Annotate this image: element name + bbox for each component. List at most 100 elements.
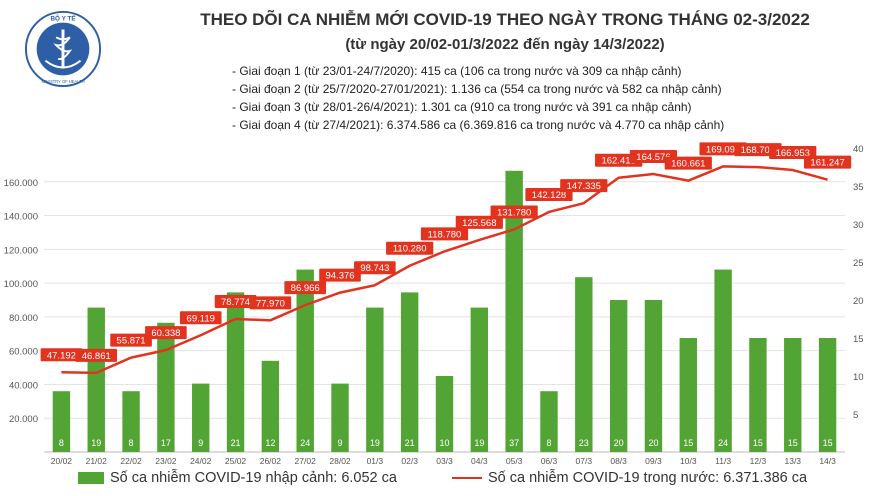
x-axis-tick-label: 28/02: [329, 456, 351, 466]
x-axis-tick-label: 25/02: [225, 456, 247, 466]
bar-imported-cases: [540, 391, 558, 452]
left-axis-tick-label: 140.000: [4, 212, 38, 223]
bar-value-label: 15: [683, 438, 693, 448]
left-axis-tick-label: 120.000: [4, 245, 38, 256]
line-value-label-box: [40, 348, 83, 362]
x-axis-tick-label: 09/3: [645, 456, 662, 466]
bar-imported-cases: [644, 300, 663, 452]
line-value-label-box: [75, 348, 118, 362]
line-value-label: 168.704: [741, 145, 775, 156]
line-value-label: 160.661: [671, 159, 705, 170]
line-value-label: 147.335: [567, 181, 601, 192]
line-value-label-box: [214, 294, 257, 308]
line-value-label: 110.280: [393, 244, 427, 255]
bar-value-label: 15: [823, 438, 833, 448]
bar-imported-cases: [435, 376, 454, 452]
legend-item-imported: Số ca nhiễm COVID-19 nhập cảnh: 6.052 ca: [78, 470, 397, 486]
legend-domestic-label: Số ca nhiễm COVID-19 trong nước: 6.371.3…: [488, 470, 808, 486]
line-value-label: 60.338: [151, 328, 180, 339]
line-value-label: 118.780: [428, 229, 462, 240]
x-axis-tick-label: 05/3: [506, 456, 523, 466]
bar-value-label: 10: [439, 438, 449, 448]
phase-item: - Giai đoạn 2 (từ 25/7/2020-27/01/2021):…: [232, 82, 722, 96]
x-axis-tick-label: 11/3: [715, 456, 731, 466]
x-axis-tick-label: 22/02: [120, 456, 142, 466]
right-axis-tick-label: 35: [853, 182, 864, 193]
line-value-label-box: [664, 156, 712, 170]
x-axis-tick-label: 02/3: [401, 456, 418, 466]
left-axis-tick-label: 160.000: [4, 178, 38, 189]
x-axis-tick-label: 24/02: [190, 456, 212, 466]
bar-value-label: 15: [753, 438, 763, 448]
bar-value-label: 23: [579, 438, 589, 448]
line-value-label-box: [420, 227, 469, 241]
x-axis-tick-label: 21/02: [86, 456, 108, 466]
ministry-of-health-logo: BỘ Y TẾ MINISTRY OF HEALTH: [24, 10, 102, 88]
bar-imported-cases: [400, 292, 419, 452]
left-axis-tick-label: 40.000: [9, 380, 38, 391]
x-axis-tick-label: 08/3: [610, 456, 627, 466]
x-axis-tick-label: 01/3: [367, 456, 384, 466]
bar-value-label: 19: [370, 438, 380, 448]
left-axis-tick-label: 80.000: [9, 313, 38, 324]
bar-imported-cases: [52, 391, 71, 452]
bar-imported-cases: [714, 269, 732, 452]
x-axis-tick-label: 20/02: [51, 456, 73, 466]
x-axis-tick-label: 12/3: [750, 456, 767, 466]
bar-value-label: 9: [198, 438, 203, 448]
line-value-label-box: [179, 311, 222, 325]
right-axis-tick-label: 20: [853, 296, 864, 307]
chart-subtitle: (từ ngày 20/02-01/3/2022 đến ngày 14/3/2…: [345, 36, 665, 53]
line-value-label-box: [284, 281, 326, 295]
bar-imported-cases: [226, 292, 245, 452]
line-value-label-box: [560, 179, 608, 193]
bar-value-label: 37: [509, 438, 519, 448]
x-axis-tick-label: 03/3: [436, 456, 453, 466]
legend-item-domestic: Số ca nhiễm COVID-19 trong nước: 6.371.3…: [452, 470, 807, 486]
bar-value-label: 24: [718, 438, 728, 448]
line-value-label: 166.953: [776, 148, 810, 159]
bar-value-label: 9: [338, 438, 343, 448]
line-value-label-box: [354, 261, 396, 275]
line-value-label: 94.376: [325, 271, 354, 282]
bar-value-label: 8: [546, 438, 551, 448]
line-value-label: 46.861: [82, 351, 111, 362]
legend-line-swatch: [452, 477, 482, 479]
line-value-label-box: [249, 296, 292, 310]
logo-text-top: BỘ Y TẾ: [50, 13, 75, 23]
bar-imported-cases: [296, 269, 314, 452]
bar-imported-cases: [157, 322, 175, 452]
bar-imported-cases: [470, 307, 489, 452]
line-value-label: 86.966: [291, 283, 320, 294]
line-value-label: 77.970: [256, 298, 285, 309]
bar-imported-cases: [749, 338, 767, 452]
bar-value-label: 8: [129, 438, 134, 448]
line-value-label-box: [803, 155, 852, 169]
bar-imported-cases: [575, 277, 593, 452]
line-value-label: 161.247: [810, 158, 844, 169]
phase-item: - Giai đoạn 3 (từ 28/01-26/4/2021): 1.30…: [232, 100, 692, 114]
bar-imported-cases: [192, 383, 210, 452]
phase-summary-list: - Giai đoạn 1 (từ 23/01-24/7/2020): 415 …: [232, 62, 724, 134]
bar-value-label: 21: [405, 438, 415, 448]
bar-value-label: 20: [614, 438, 624, 448]
bar-value-label: 17: [161, 438, 171, 448]
bar-imported-cases: [784, 338, 802, 452]
line-value-label: 47.192: [47, 350, 76, 361]
left-axis-tick-label: 60.000: [9, 347, 38, 358]
line-value-label-box: [110, 333, 152, 347]
bar-value-label: 19: [474, 438, 484, 448]
right-axis-tick-label: 40: [853, 144, 864, 155]
chart-title: THEO DÕI CA NHIỄM MỚI COVID-19 THEO NGÀY…: [200, 10, 810, 29]
line-value-label: 98.743: [360, 263, 389, 274]
legend-imported-label: Số ca nhiễm COVID-19 nhập cảnh: 6.052 ca: [110, 470, 397, 486]
bar-imported-cases: [87, 307, 105, 452]
x-axis-tick-label: 14/3: [819, 456, 836, 466]
line-value-label-box: [455, 215, 503, 229]
bar-imported-cases: [679, 338, 697, 452]
line-value-label-box: [145, 326, 187, 340]
right-axis-tick-label: 15: [853, 334, 864, 345]
right-axis-tick-label: 30: [853, 220, 864, 231]
legend-bar-swatch: [78, 472, 104, 484]
